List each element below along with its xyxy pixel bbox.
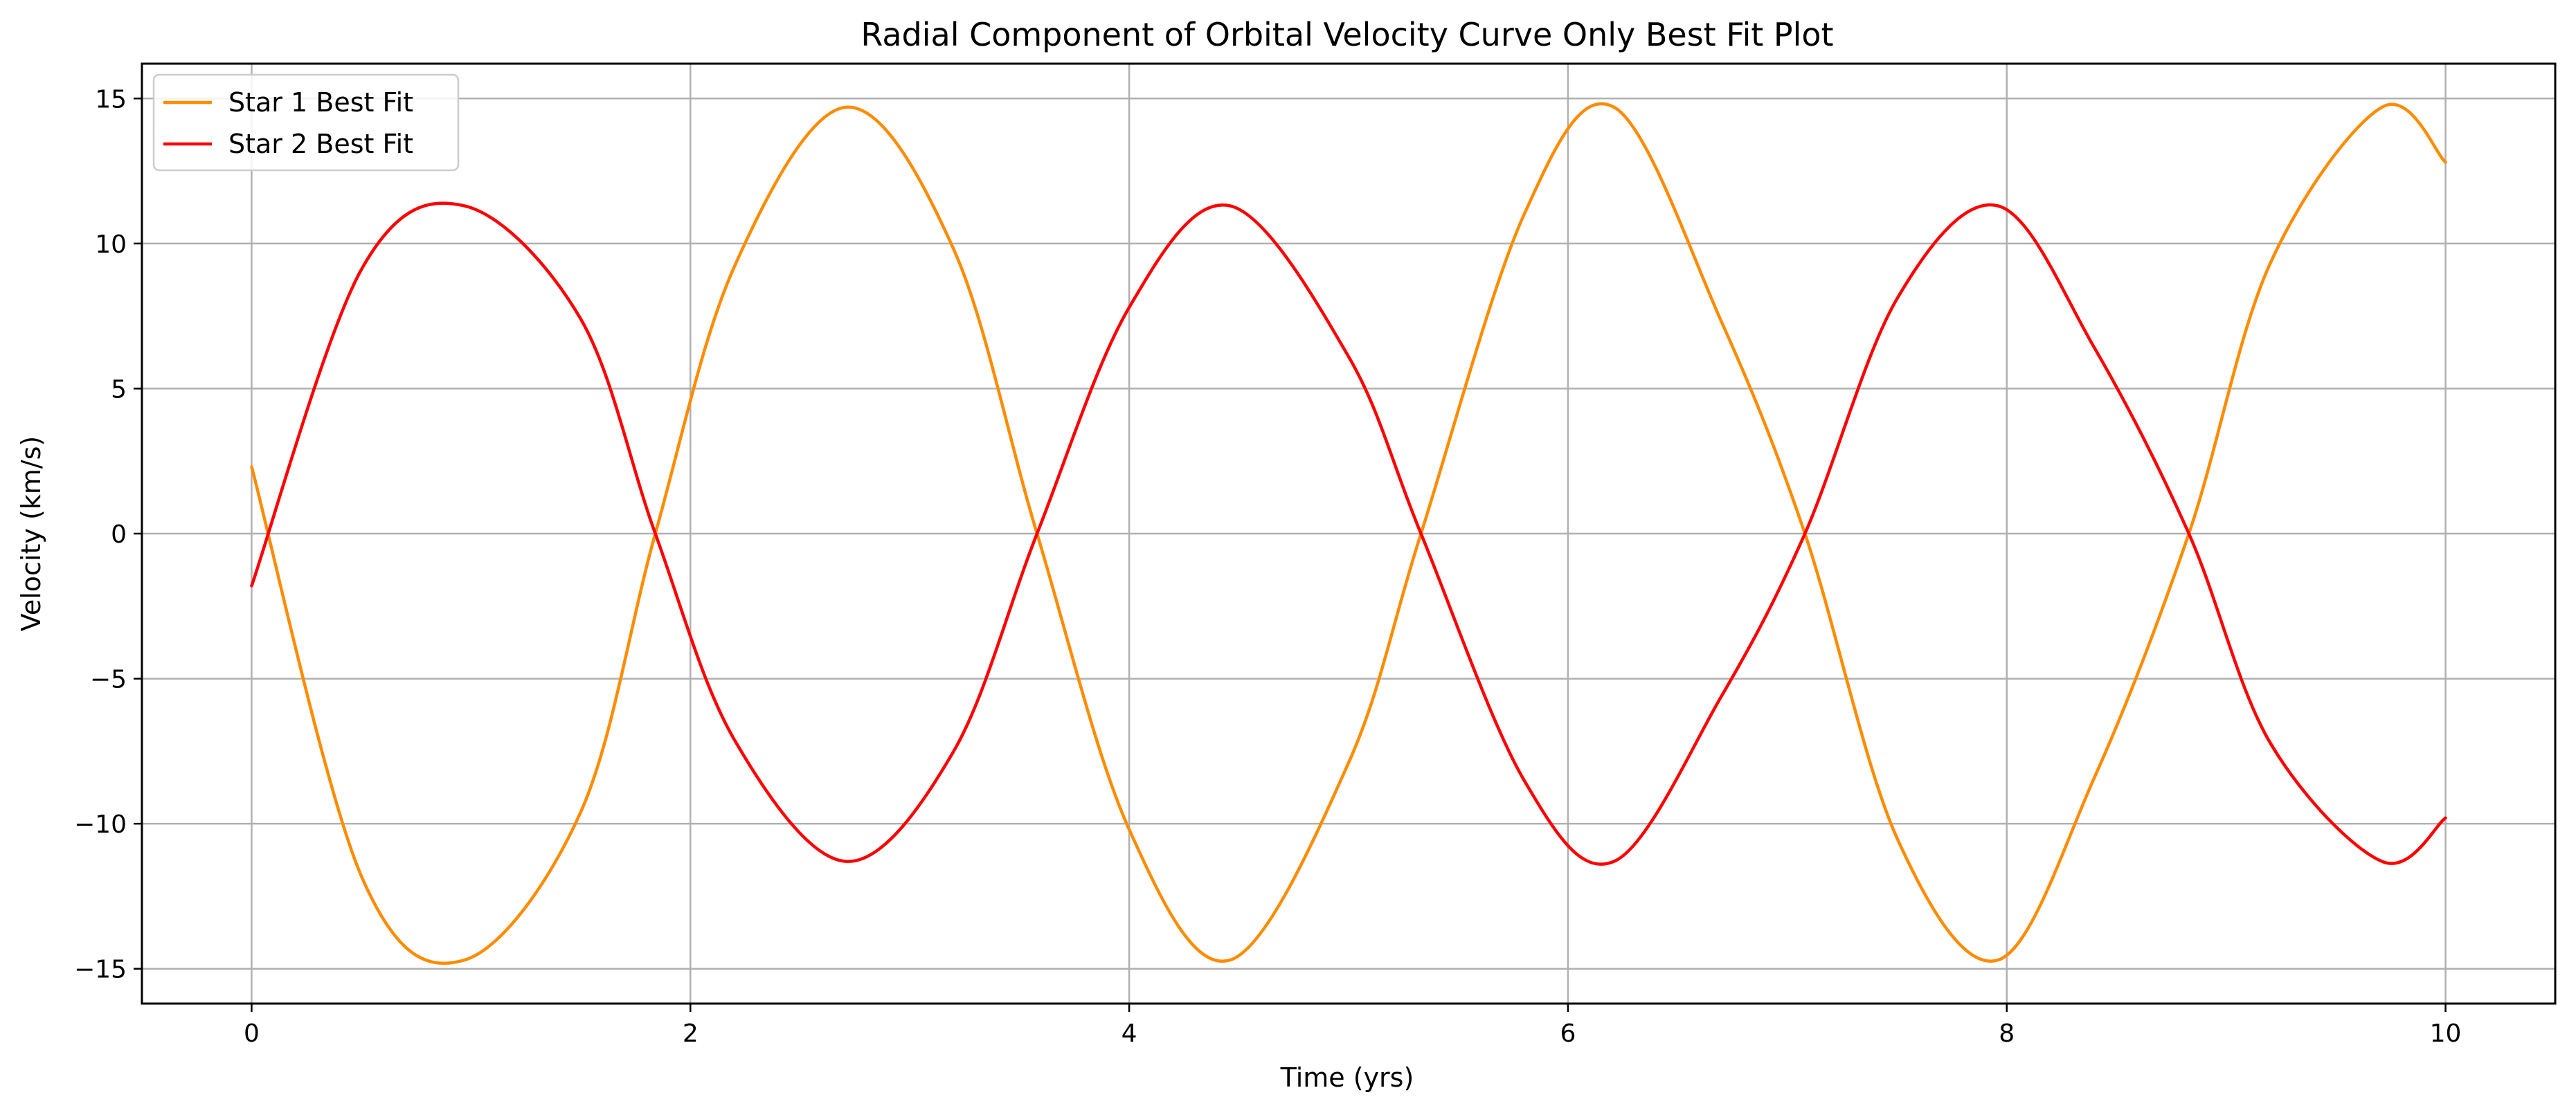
y-tick-label: −5 [90,666,127,694]
legend-label: Star 1 Best Fit [228,87,413,118]
series-line-star-2 [250,201,2447,866]
y-tick-label: 5 [111,375,127,404]
y-tick-label: −15 [74,956,127,984]
x-axis-label: Time (yrs) [1280,1062,1414,1093]
x-tick-label: 2 [683,1019,699,1048]
series-line-star-1 [250,102,2447,966]
y-tick-label: 0 [111,520,127,549]
grid [142,64,2555,1004]
x-tick-label: 6 [1560,1019,1576,1048]
y-axis-label: Velocity (km/s) [16,436,46,631]
chart-title: Radial Component of Orbital Velocity Cur… [861,16,1833,53]
legend-box [152,73,460,172]
y-tick-label: −10 [74,810,127,839]
legend: Star 1 Best Fit Star 2 Best Fit [152,73,460,172]
x-tick-label: 8 [1999,1019,2015,1048]
x-tick-label: 10 [2430,1019,2462,1048]
x-tick-label: 4 [1122,1019,1137,1048]
series-layer [250,102,2447,966]
legend-label: Star 2 Best Fit [228,129,413,159]
ticks: 0 2 4 6 8 10 15 10 5 0 −5 −10 −15 [74,85,2461,1048]
y-tick-label: 10 [95,230,127,259]
y-tick-label: 15 [95,85,127,114]
x-tick-label: 0 [244,1019,260,1048]
